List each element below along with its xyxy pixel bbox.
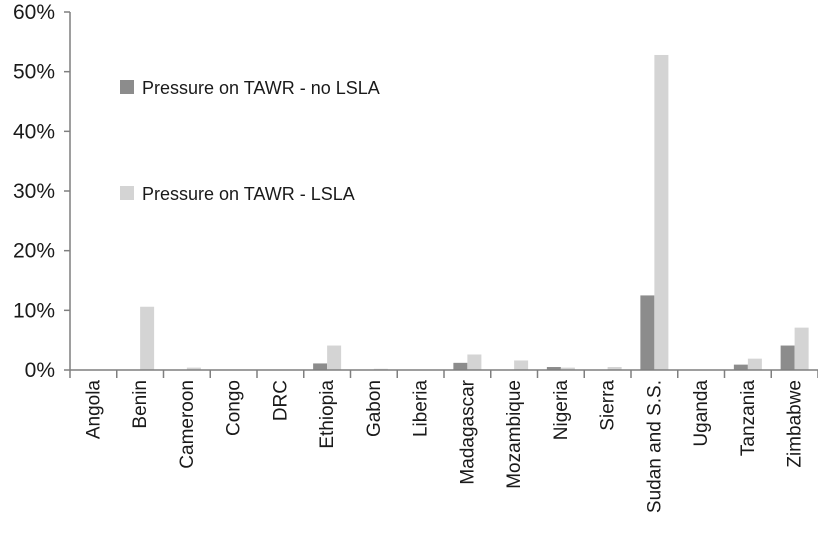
bar-lsla (794, 327, 809, 370)
x-tick-label: Zimbabwe (785, 380, 806, 468)
y-tick-label: 10% (13, 299, 55, 322)
y-tick-label: 40% (13, 120, 55, 143)
bar-lsla (654, 54, 669, 371)
x-tick-label: Tanzania (738, 380, 759, 456)
x-tick-label: Sudan and S.S. (644, 380, 665, 513)
x-tick-labels: Angola Benin Cameroon Congo DRC Ethiopia Gabon… (83, 379, 805, 513)
x-tick-label: Ethiopia (317, 380, 338, 449)
x-tick-label: Nigeria (551, 380, 572, 441)
x-tick-label: Sierra (598, 380, 619, 431)
bar-lsla (186, 367, 201, 370)
x-tick-label: Mozambique (504, 380, 525, 489)
legend-label-lsla: Pressure on TAWR - LSLA (142, 184, 355, 204)
y-tick-label: 0% (25, 359, 55, 382)
legend-label-no-lsla: Pressure on TAWR - no LSLA (142, 78, 380, 98)
bar-no-lsla (546, 367, 561, 370)
y-tick-label: 50% (13, 61, 55, 84)
bar-lsla (467, 354, 482, 370)
y-tick-label: 20% (13, 240, 55, 263)
x-tick-label: Madagascar (457, 379, 478, 484)
bar-no-lsla (733, 364, 748, 370)
bar-no-lsla (313, 363, 328, 370)
x-tick-label: Congo (224, 380, 245, 436)
bar-lsla (607, 367, 622, 370)
legend-swatch-no-lsla (120, 80, 134, 94)
x-tick-label: DRC (270, 380, 291, 421)
legend: Pressure on TAWR - no LSLA Pressure on T… (120, 78, 380, 204)
y-tick-labels: 0% 10% 20% 30% 40% 50% 60% (13, 1, 55, 382)
bar-lsla (514, 360, 529, 370)
x-tick-label: Uganda (691, 380, 712, 447)
x-tick-label: Liberia (411, 380, 432, 437)
bar-no-lsla (640, 295, 655, 370)
ticks-layer (64, 11, 818, 378)
bar-lsla (560, 367, 575, 370)
y-tick-label: 30% (13, 180, 55, 203)
y-tick-label: 60% (13, 1, 55, 24)
x-tick-label: Gabon (364, 380, 385, 437)
x-tick-label: Cameroon (177, 380, 198, 469)
bar-lsla (747, 358, 762, 370)
x-tick-label: Angola (83, 380, 104, 440)
bar-lsla (140, 306, 155, 370)
legend-swatch-lsla (120, 186, 134, 200)
x-tick-label: Benin (130, 380, 151, 429)
bar-lsla (327, 345, 342, 370)
bar-no-lsla (780, 345, 795, 370)
bars-layer (140, 54, 809, 371)
bar-no-lsla (453, 362, 468, 370)
